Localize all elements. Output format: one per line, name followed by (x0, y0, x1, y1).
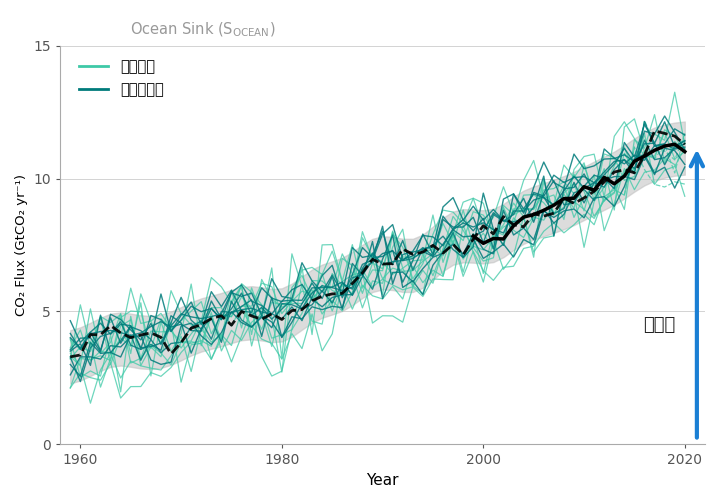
Y-axis label: CO₂ Flux (GtCO₂ yr⁻¹): CO₂ Flux (GtCO₂ yr⁻¹) (15, 174, 28, 316)
Text: 吸収増: 吸収増 (644, 316, 676, 334)
Legend: 海洋観測, 海洋モデル: 海洋観測, 海洋モデル (73, 54, 169, 103)
X-axis label: Year: Year (366, 473, 399, 488)
Text: Ocean Sink (S$_{\rm OCEAN}$): Ocean Sink (S$_{\rm OCEAN}$) (130, 20, 275, 39)
